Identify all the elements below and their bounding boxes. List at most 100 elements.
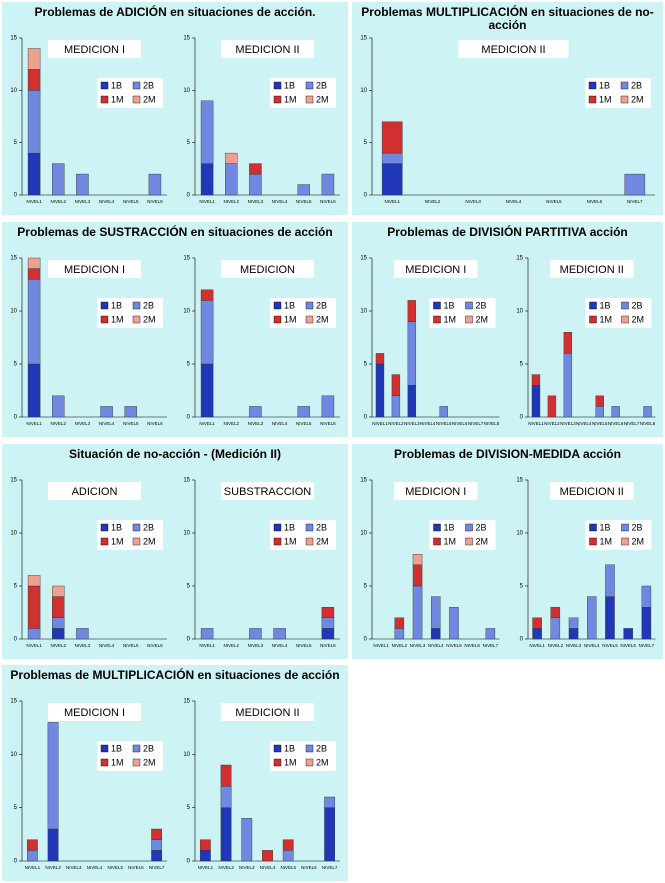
x-tick-label: NIVEL5 [107, 865, 123, 870]
x-tick-label: NIVEL2 [45, 865, 61, 870]
legend-swatch [588, 81, 597, 90]
legend-swatch [100, 301, 109, 310]
panel: Problemas de ADICIÓN en situaciones de a… [2, 2, 348, 215]
x-tick-label: NIVEL3 [404, 421, 420, 426]
y-tick-label: 0 [364, 415, 368, 421]
y-tick-label: 0 [14, 193, 18, 199]
legend-label: 2B [316, 522, 327, 532]
bar-segment [52, 628, 65, 640]
x-tick-label: NIVEL3 [75, 643, 91, 648]
x-tick-label: NIVEL5 [602, 643, 618, 648]
x-tick-label: NIVEL6 [147, 643, 163, 648]
subtitle: MEDICION II [481, 44, 545, 56]
legend-swatch [588, 315, 597, 324]
subtitle: MEDICION II [235, 44, 299, 56]
subtitle-box [221, 482, 314, 500]
legend-label: 2B [631, 522, 642, 532]
bar-segment [550, 617, 560, 640]
legend-label: 1M [284, 314, 297, 324]
bar-segment [381, 152, 403, 164]
legend-label: 1B [599, 300, 610, 310]
y-tick-label: 5 [519, 584, 523, 590]
x-tick-label: NIVEL1 [26, 643, 42, 648]
legend-swatch [100, 315, 109, 324]
legend-swatch [305, 301, 314, 310]
bar-segment [249, 173, 262, 196]
legend-label: 1M [111, 757, 124, 767]
x-tick-label: NIVEL4 [420, 421, 436, 426]
y-tick-label: 10 [183, 88, 190, 94]
bar-segment [76, 173, 89, 196]
legend-swatch [100, 95, 109, 104]
bar-segment [220, 807, 232, 862]
bar-segment [148, 173, 162, 196]
x-tick-label: NIVEL4 [583, 643, 599, 648]
bar-segment [27, 363, 41, 418]
panel-title: Problemas MULTIPLICACIÓN en situaciones … [361, 5, 654, 32]
bar-segment [47, 828, 59, 862]
legend-label: 1B [599, 522, 610, 532]
x-tick-label: NIVEL5 [123, 421, 139, 426]
bar-segment [27, 90, 41, 154]
x-tick-label: NIVEL1 [26, 199, 42, 204]
bar-segment [52, 395, 65, 418]
legend-swatch [132, 81, 141, 90]
x-tick-label: NIVEL3 [410, 643, 426, 648]
legend-label: 1M [111, 536, 124, 546]
legend-swatch [620, 523, 629, 532]
legend-swatch [273, 301, 282, 310]
bar-segment [375, 363, 385, 418]
x-tick-label: NIVEL4 [576, 421, 592, 426]
x-tick-label: NIVEL2 [547, 643, 563, 648]
bar-segment [531, 617, 542, 629]
y-tick-label: 0 [519, 415, 523, 421]
legend-label: 2M [143, 757, 156, 767]
legend-swatch [465, 315, 473, 324]
y-tick-label: 5 [187, 140, 191, 146]
bar-segment [604, 596, 615, 640]
legend-swatch [620, 301, 629, 310]
subtitle-box [221, 260, 314, 278]
legend-swatch [305, 95, 314, 104]
legend-label: 2M [316, 757, 329, 767]
y-tick-label: 0 [364, 637, 368, 643]
legend-swatch [273, 315, 282, 324]
y-tick-label: 5 [187, 362, 191, 368]
y-tick-label: 5 [14, 584, 18, 590]
subtitle: ADICION [72, 486, 118, 498]
bar-segment [439, 406, 448, 418]
bar-segment [641, 585, 651, 608]
panel: Problemas de DIVISION-MEDIDA acción 0 5 10 1… [352, 444, 663, 659]
bar-segment [407, 300, 417, 322]
chart: 0 5 10 15 SUBSTRACCION 1B 2B 1M 2M NIVEL1 NIVEL2 NI… [183, 478, 340, 648]
panel: Problemas de SUSTRACCIÓN en situaciones … [2, 222, 348, 437]
x-tick-label: NIVEL4 [506, 199, 522, 204]
x-tick-label: NIVEL3 [565, 643, 581, 648]
legend-label: 1M [284, 94, 297, 104]
y-tick-label: 0 [364, 193, 368, 199]
legend-swatch [433, 523, 441, 532]
x-tick-label: NIVEL1 [199, 421, 215, 426]
panel: Problemas MULTIPLICACIÓN en situaciones … [352, 2, 663, 215]
bar-segment [199, 839, 211, 851]
x-tick-label: NIVEL4 [99, 199, 115, 204]
x-tick-label: NIVEL5 [296, 421, 312, 426]
x-tick-label: NIVEL6 [147, 421, 163, 426]
legend-label: 1M [599, 536, 612, 546]
legend-swatch [305, 523, 314, 532]
legend-label: 2B [316, 80, 327, 90]
legend-label: 1M [284, 536, 297, 546]
x-tick-label: NIVEL7 [483, 643, 499, 648]
bar-segment [449, 606, 459, 640]
x-tick-label: NIVEL2 [218, 865, 234, 870]
legend-label: 1B [284, 300, 295, 310]
subtitle: MEDICION I [64, 44, 125, 56]
bar-segment [642, 406, 652, 418]
panel-title: Problemas de ADICIÓN en situaciones de a… [34, 5, 316, 19]
subtitle: MEDICION I [64, 707, 125, 719]
bar-segment [27, 48, 41, 70]
y-tick-label: 0 [519, 637, 523, 643]
bar-segment [394, 628, 405, 640]
bar-segment [200, 363, 214, 418]
subtitle: MEDICION II [559, 264, 623, 276]
